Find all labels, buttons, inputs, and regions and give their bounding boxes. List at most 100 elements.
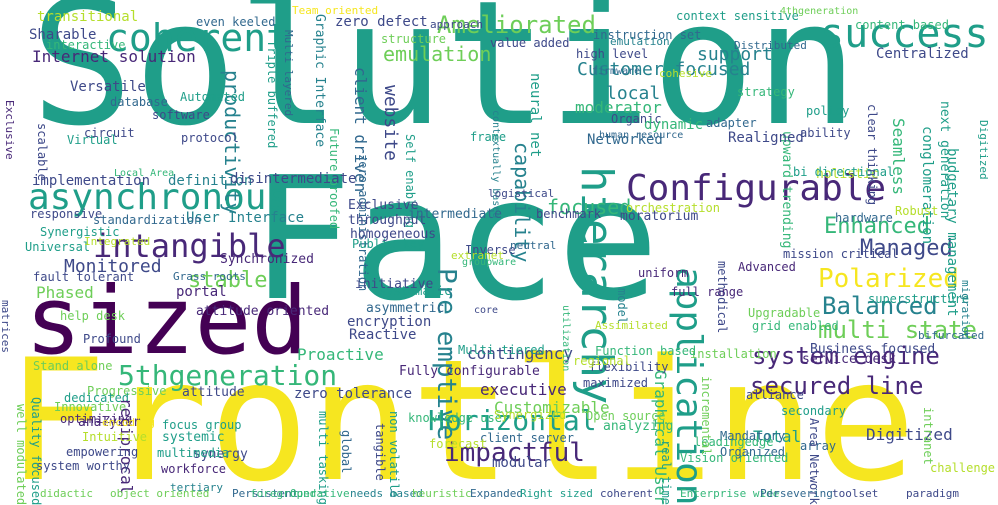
word-frame: frame — [470, 130, 507, 144]
word-area-network: Area Network — [807, 418, 821, 505]
word-user-interface: User Interface — [186, 210, 305, 226]
word-even-keeled: even keeled — [196, 15, 276, 29]
word-knowledge-user: knowledge user — [408, 411, 510, 425]
word-upgradable: Upgradable — [748, 306, 821, 320]
word-circuit: circuit — [84, 126, 135, 140]
word-monitored: Monitored — [64, 256, 162, 277]
word-productivity: productivity — [220, 70, 244, 215]
word-logistical: logistical — [488, 187, 555, 200]
word-sharable: Sharable — [29, 27, 97, 43]
word-internet-solution: Internet solution — [32, 47, 196, 66]
word-website: website — [380, 85, 401, 161]
word-neural-net: neural net — [527, 73, 543, 158]
word-exclusive: Exclusive — [348, 198, 419, 213]
word-well-modulated: well modulated — [14, 403, 28, 505]
word-seamless: Seamless — [889, 118, 908, 196]
word-automated: Automated — [180, 90, 246, 104]
word-clear-thinking: clear thinking — [865, 104, 879, 206]
word-encoding: encoding — [102, 416, 155, 429]
word-centralized: Centralized — [876, 46, 969, 62]
word-intangible: intangible — [93, 227, 286, 265]
word-system-worthy: system worthy — [36, 459, 130, 473]
word-instruction-set: instruction set — [593, 28, 702, 42]
word-uniform: uniform — [638, 266, 689, 280]
word-model: model — [615, 288, 629, 325]
word-multi-tiered: Multi tiered — [458, 343, 545, 357]
word-adapter: adapter — [706, 116, 757, 130]
word-installation: installation — [690, 347, 777, 361]
word-synergy: synergy — [193, 447, 248, 462]
word-capability: capability — [510, 142, 534, 263]
word-didactic: didactic — [40, 487, 93, 500]
word-systematic: systematic — [379, 284, 452, 298]
word-real-time: real time — [659, 439, 673, 505]
word-analyzer: analyzer — [78, 415, 141, 430]
word-progressive: Progressive — [87, 384, 167, 398]
word-portal: portal — [176, 284, 227, 300]
word-upward-trending: upward trending — [779, 131, 794, 249]
word-digitized: Digitized — [977, 120, 990, 180]
word-global: global — [339, 430, 353, 474]
word-definition: definition — [168, 173, 253, 189]
word-assimilated: Assimilated — [595, 319, 668, 332]
word-policy: policy — [806, 104, 850, 118]
word-paradigm: paradigm — [906, 487, 959, 500]
word-emulation: emulation — [383, 42, 492, 66]
word-incremental: incremental — [699, 376, 713, 456]
word-pre-emptive: Pre emptive — [431, 268, 461, 441]
word-impactful: impactful — [444, 438, 585, 468]
word-zero-administration: zero administration — [356, 154, 370, 292]
word-workforce: workforce — [161, 462, 227, 476]
word-utilization: utilization — [560, 305, 571, 372]
word-conglomeration: conglomeration — [919, 126, 935, 245]
word-realigned: Realigned — [728, 130, 804, 146]
word-matrices: matrices — [0, 300, 12, 353]
word-asynchronous: asynchronous — [28, 177, 289, 218]
word-flexibility: flexibility — [589, 360, 669, 374]
word-coherent: coherent — [600, 487, 653, 500]
word-balanced: Balanced — [822, 292, 938, 320]
word-standardization: standardization — [93, 213, 202, 227]
word-optimizing: optimizing — [60, 412, 133, 426]
word-holistic: holistic — [816, 167, 879, 182]
word-dedicated: dedicated — [64, 391, 130, 405]
word-intuitive: Intuitive — [82, 430, 148, 444]
word-multi-layered: Multi layered — [282, 30, 295, 117]
word-intranet: intranet — [921, 407, 935, 465]
word-core: core — [474, 305, 499, 316]
word-customizable: Customizable — [494, 398, 610, 417]
word-function-based: Function based — [595, 344, 697, 358]
word-expanded: Expanded — [470, 487, 523, 500]
word-quality-focused: Quality focused — [29, 396, 43, 505]
word-full-range: full range — [671, 285, 744, 299]
word-business-focused: Business focused — [810, 342, 936, 357]
word-client-driven: client driven — [351, 67, 370, 193]
word-reactive: Reactive — [349, 327, 417, 343]
word-hierarchy: hierarchy — [571, 166, 622, 405]
word-approach: approach — [430, 18, 483, 31]
word-focus-group: focus group — [162, 418, 242, 432]
word-organized: Organized — [720, 445, 786, 459]
word-bifurcated: bifurcated — [918, 329, 985, 342]
word-high-level: high level — [576, 47, 649, 61]
word-attitude: attitude — [182, 385, 245, 400]
word-synergized: Synergized — [494, 408, 567, 422]
word-non-volatile: non volatile — [387, 411, 401, 498]
word-hardware: hardware — [835, 211, 893, 225]
word-public-key: Public key — [352, 237, 425, 251]
word-attitude-oriented: attitude oriented — [196, 304, 330, 319]
word-disintermediate: disintermediate — [230, 171, 357, 187]
word-tertiary: tertiary — [170, 481, 223, 494]
word-service-desk: service desk — [802, 352, 896, 367]
word-stand-alone: Stand alone — [33, 359, 113, 373]
word-focused: focused — [547, 195, 632, 219]
word-object-oriented: object oriented — [110, 487, 210, 500]
word-analyzing: analyzing — [603, 419, 674, 434]
word-foreground: foreground — [250, 487, 317, 500]
word-secured-line: secured line — [750, 372, 924, 400]
word-responsive: responsive — [30, 207, 103, 221]
word-scalable: scalable — [35, 123, 49, 181]
word-integrated: Integrated — [84, 235, 151, 248]
word-multi-state: multi state — [818, 316, 977, 344]
